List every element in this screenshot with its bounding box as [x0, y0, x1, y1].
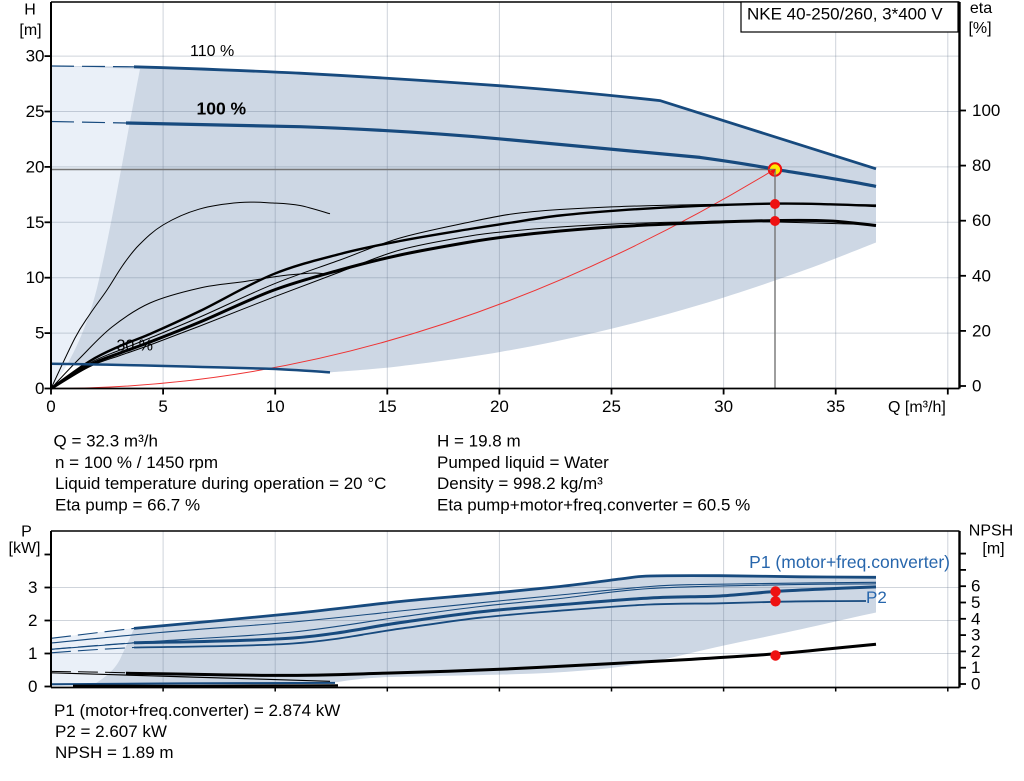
svg-text:P1 (motor+freq.converter): P1 (motor+freq.converter)	[749, 552, 950, 572]
svg-text:[kW]: [kW]	[9, 540, 41, 557]
svg-text:35: 35	[826, 397, 845, 416]
svg-text:2: 2	[28, 611, 37, 630]
svg-text:Liquid temperature during oper: Liquid temperature during operation = 20…	[55, 474, 386, 493]
svg-text:10: 10	[266, 397, 285, 416]
svg-text:P2 = 2.607 kW: P2 = 2.607 kW	[55, 722, 167, 741]
svg-text:5: 5	[971, 593, 980, 612]
svg-text:0: 0	[35, 379, 44, 398]
svg-text:25: 25	[602, 397, 621, 416]
svg-text:100: 100	[972, 101, 1000, 120]
svg-text:P2: P2	[866, 588, 887, 607]
svg-text:P1 (motor+freq.converter) = 2.: P1 (motor+freq.converter) = 2.874 kW	[54, 701, 340, 720]
svg-text:5: 5	[35, 324, 44, 343]
svg-text:6: 6	[971, 577, 980, 596]
svg-text:H: H	[24, 2, 36, 19]
svg-text:0: 0	[971, 675, 980, 694]
svg-text:NPSH: NPSH	[969, 523, 1013, 540]
svg-text:0: 0	[972, 377, 981, 396]
svg-text:[m]: [m]	[982, 541, 1004, 558]
svg-text:60: 60	[972, 211, 991, 230]
svg-text:15: 15	[378, 397, 397, 416]
svg-text:5: 5	[158, 397, 167, 416]
svg-text:10: 10	[26, 268, 45, 287]
svg-text:H = 19.8 m: H = 19.8 m	[437, 432, 521, 451]
svg-text:30 %: 30 %	[117, 338, 153, 355]
svg-text:3: 3	[28, 578, 37, 597]
svg-text:30: 30	[714, 397, 733, 416]
svg-text:Eta pump+motor+freq.converter: Eta pump+motor+freq.converter = 60.5 %	[437, 495, 750, 514]
svg-text:Q [m³/h]: Q [m³/h]	[888, 399, 946, 416]
svg-text:0: 0	[28, 677, 37, 696]
svg-text:15: 15	[26, 213, 45, 232]
svg-text:NPSH = 1.89 m: NPSH = 1.89 m	[55, 743, 174, 762]
svg-text:n = 100 % / 1450 rpm: n = 100 % / 1450 rpm	[55, 453, 218, 472]
svg-text:100 %: 100 %	[197, 99, 247, 119]
svg-text:1: 1	[28, 644, 37, 663]
svg-text:NKE 40-250/260, 3*400 V: NKE 40-250/260, 3*400 V	[747, 5, 943, 24]
svg-text:Q = 32.3 m³/h: Q = 32.3 m³/h	[54, 432, 158, 451]
svg-text:40: 40	[972, 266, 991, 285]
svg-text:20: 20	[26, 157, 45, 176]
svg-text:1: 1	[971, 658, 980, 677]
svg-text:eta: eta	[970, 0, 992, 17]
svg-text:[%]: [%]	[968, 20, 991, 37]
svg-text:25: 25	[26, 102, 45, 121]
svg-text:P: P	[21, 524, 32, 541]
svg-text:2: 2	[971, 642, 980, 661]
svg-text:Eta pump = 66.7 %: Eta pump = 66.7 %	[55, 495, 200, 514]
svg-text:110 %: 110 %	[190, 43, 234, 60]
svg-text:4: 4	[971, 609, 980, 628]
svg-text:20: 20	[972, 321, 991, 340]
svg-text:80: 80	[972, 156, 991, 175]
svg-text:3: 3	[971, 626, 980, 645]
svg-text:[m]: [m]	[19, 22, 41, 39]
svg-text:20: 20	[490, 397, 509, 416]
svg-text:0: 0	[46, 397, 55, 416]
svg-text:Pumped liquid = Water: Pumped liquid = Water	[437, 453, 609, 472]
svg-text:Density = 998.2 kg/m³: Density = 998.2 kg/m³	[437, 474, 603, 493]
svg-text:30: 30	[26, 47, 45, 66]
